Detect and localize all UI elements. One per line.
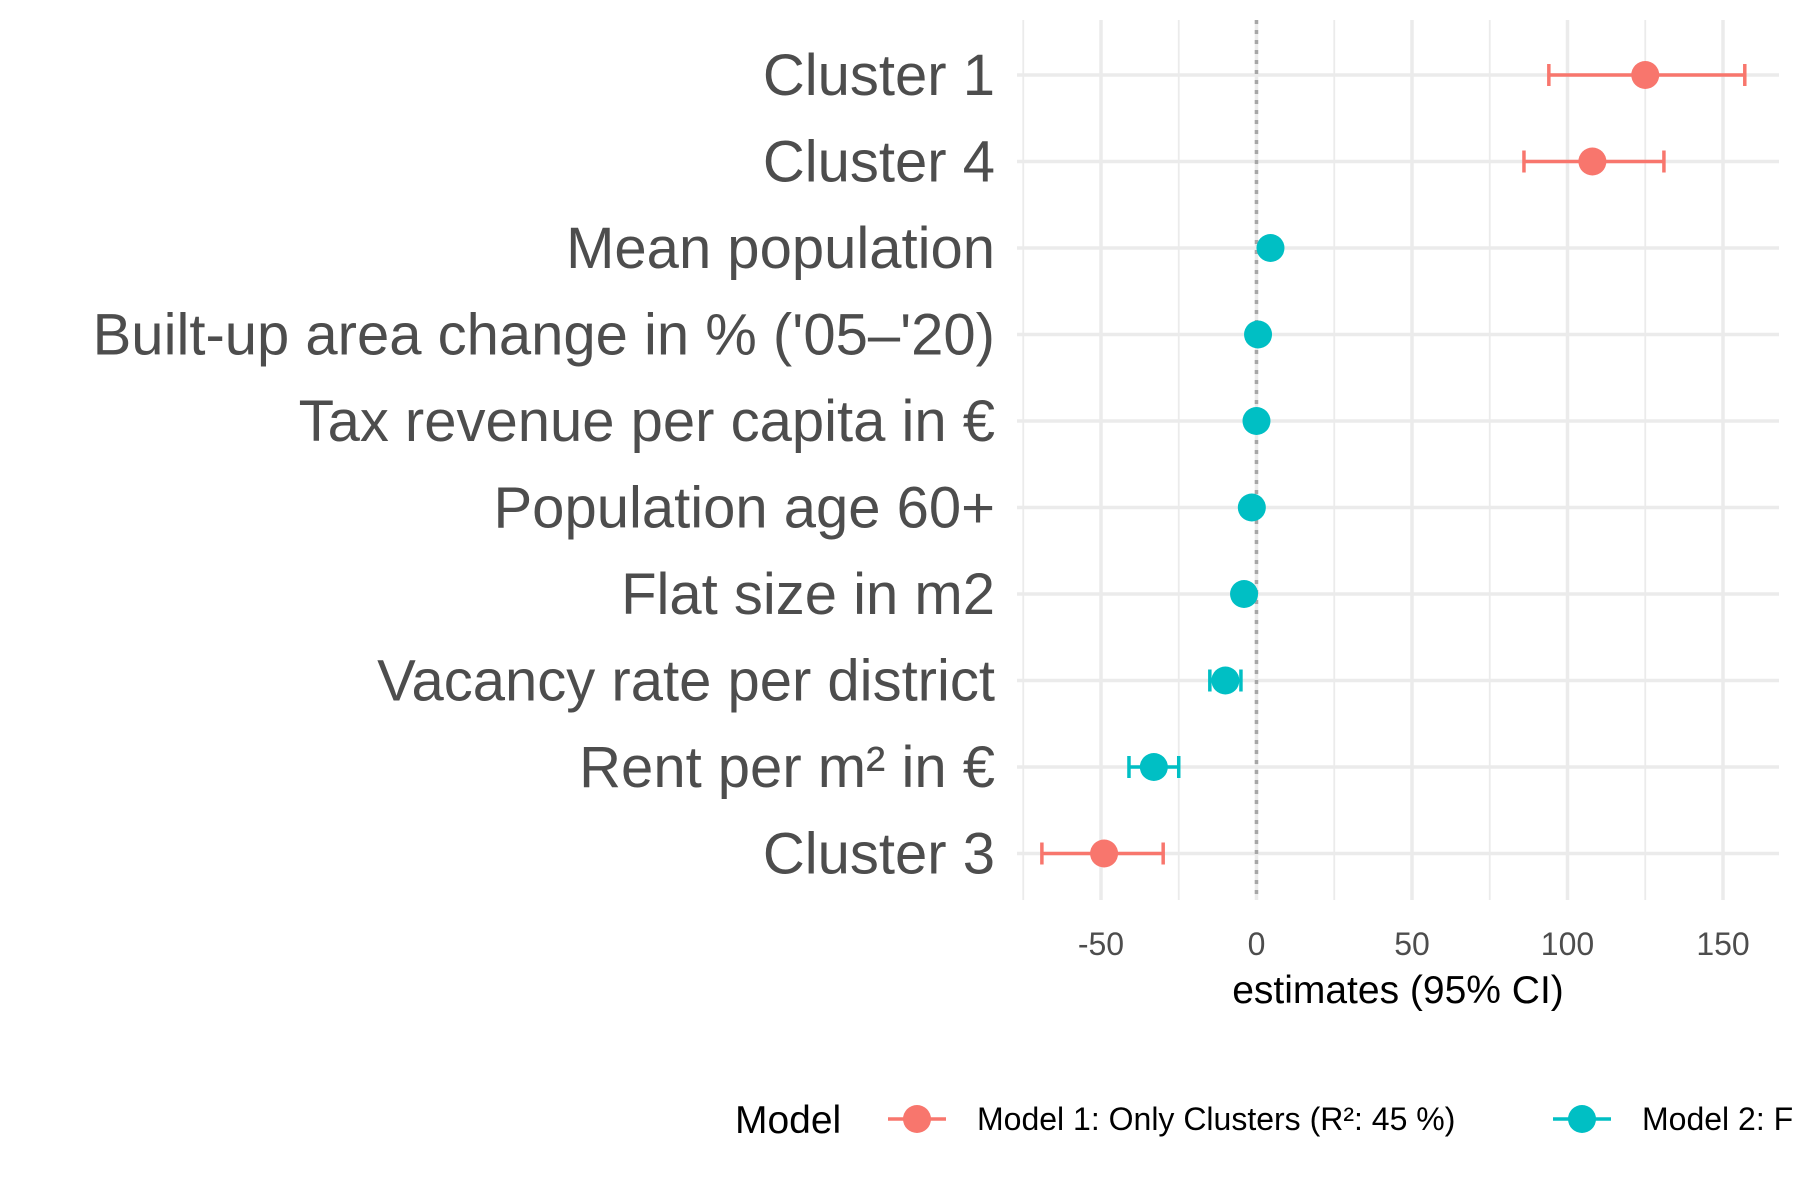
estimate-mark [1547, 61, 1747, 89]
category-label: Rent per m² in € [579, 735, 995, 800]
legend-label: Model 1: Only Clusters (R²: 45 %) [977, 1101, 1455, 1137]
category-label: Flat size in m2 [621, 562, 995, 627]
category-label: Mean population [566, 216, 995, 281]
estimate-mark [1208, 666, 1243, 695]
major-gridlines [1017, 20, 1779, 900]
x-tick-label: 100 [1541, 926, 1594, 962]
legend-title: Model [735, 1099, 841, 1142]
estimate-point [1139, 753, 1168, 781]
estimate-mark [1040, 839, 1165, 868]
x-tick-label: 50 [1394, 926, 1430, 962]
estimate-mark [1244, 320, 1273, 349]
category-label: Built-up area change in % ('05–'20) [93, 303, 995, 368]
estimate-point [1244, 320, 1273, 349]
legend: Model Model 1: Only Clusters (R²: 45 %) M… [735, 1099, 1793, 1142]
estimate-point [1242, 407, 1271, 435]
category-label: Vacancy rate per district [377, 649, 995, 714]
estimate-mark [1242, 407, 1271, 435]
estimate-mark [1230, 580, 1259, 608]
category-label: Population age 60+ [494, 476, 996, 541]
x-tick-label: 150 [1696, 926, 1749, 962]
x-axis-title: estimates (95% CI) [1232, 969, 1564, 1012]
legend-label: Model 2: F [1642, 1101, 1793, 1137]
category-label: Cluster 3 [763, 822, 995, 887]
estimate-mark [1256, 234, 1285, 262]
estimate-point [1211, 666, 1240, 695]
category-labels: Cluster 1 Cluster 4 Mean population Built-u… [93, 43, 995, 887]
estimate-mark [1127, 753, 1181, 781]
estimate-point [1090, 839, 1119, 868]
legend-item: Model 1: Only Clusters (R²: 45 %) [888, 1101, 1455, 1137]
x-tick-label: 0 [1248, 926, 1266, 962]
estimate-point [1230, 580, 1259, 608]
estimate-point [1256, 234, 1285, 262]
category-label: Cluster 1 [763, 43, 995, 108]
category-label: Tax revenue per capita in € [299, 389, 995, 454]
estimate-point [1578, 147, 1607, 176]
minor-gridlines [1022, 20, 1647, 900]
estimate-point [1237, 493, 1266, 522]
x-tick-labels: -50 0 50 100 150 [1078, 926, 1750, 962]
estimate-mark [1522, 147, 1666, 176]
legend-key-point [903, 1105, 931, 1133]
legend-key-point [1568, 1105, 1596, 1133]
estimate-point [1631, 61, 1660, 89]
legend-item: Model 2: F [1553, 1101, 1793, 1137]
x-tick-label: -50 [1078, 926, 1124, 962]
category-label: Cluster 4 [763, 130, 995, 195]
legend-items: Model 1: Only Clusters (R²: 45 %) Model 2… [888, 1101, 1793, 1137]
estimate-mark [1237, 493, 1266, 522]
estimate-marks [1040, 61, 1747, 868]
